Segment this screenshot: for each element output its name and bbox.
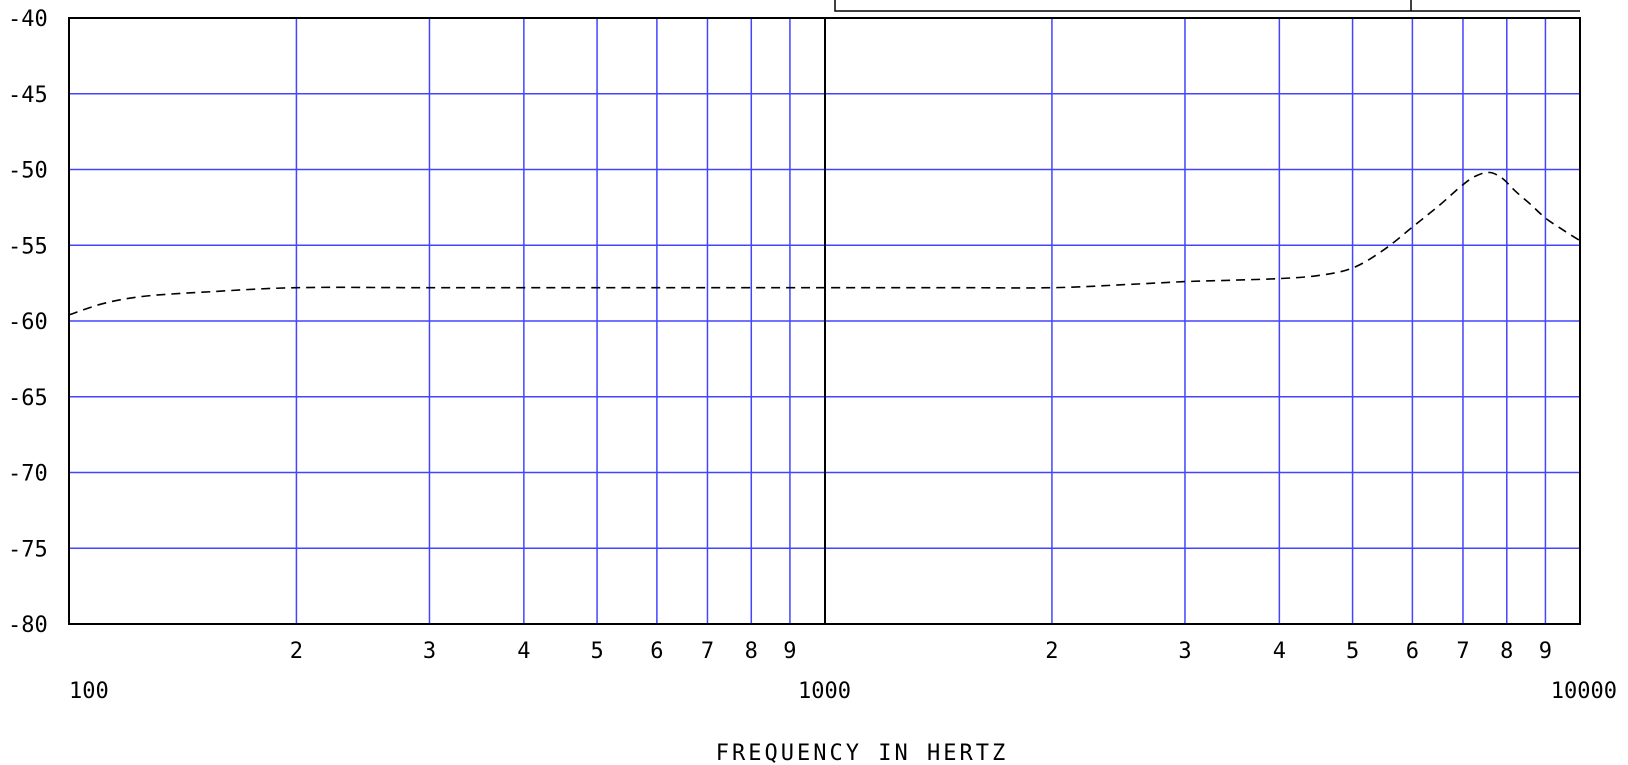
x-minor-tick-label: 4 bbox=[517, 639, 530, 664]
x-minor-tick-label: 5 bbox=[590, 639, 603, 664]
y-tick-label: -65 bbox=[8, 386, 48, 411]
x-minor-tick-label: 2 bbox=[1045, 639, 1058, 664]
title-block-frame bbox=[834, 0, 1580, 12]
x-minor-tick-label: 6 bbox=[1406, 639, 1419, 664]
data-point bbox=[1438, 205, 1440, 207]
x-minor-tick-label: 3 bbox=[423, 639, 436, 664]
y-tick-label: -80 bbox=[8, 613, 48, 638]
y-tick-label: -70 bbox=[8, 462, 48, 487]
x-minor-tick-label: 4 bbox=[1273, 639, 1286, 664]
x-minor-tick-label: 3 bbox=[1178, 639, 1191, 664]
y-axis-ticks: -40 -45 -50 -55 -60 -65 -70 -75 -80 bbox=[8, 7, 48, 638]
x-minor-tick-label: 8 bbox=[745, 639, 758, 664]
x-axis-label: FREQUENCY IN HERTZ bbox=[716, 741, 1008, 765]
x-decade-tick-label: 10000 bbox=[1551, 679, 1617, 704]
data-point bbox=[154, 294, 156, 296]
y-tick-label: -45 bbox=[8, 83, 48, 108]
x-minor-tick-label: 5 bbox=[1346, 639, 1359, 664]
x-minor-tick-label: 7 bbox=[1456, 639, 1469, 664]
y-tick-label: -55 bbox=[8, 234, 48, 259]
x-decade-tick-label: 1000 bbox=[798, 679, 851, 704]
x-minor-tick-label: 9 bbox=[783, 639, 796, 664]
y-tick-label: -75 bbox=[8, 537, 48, 562]
x-minor-tick-label: 7 bbox=[701, 639, 714, 664]
y-tick-label: -50 bbox=[8, 159, 48, 184]
x-minor-tick-label: 8 bbox=[1500, 639, 1513, 664]
x-minor-tick-label: 6 bbox=[650, 639, 663, 664]
x-minor-tick-label: 2 bbox=[290, 639, 303, 664]
series-layer bbox=[68, 171, 1581, 316]
x-decade-tick-label: 100 bbox=[69, 679, 109, 704]
series-line bbox=[68, 171, 1581, 316]
y-tick-label: -40 bbox=[8, 7, 48, 32]
y-tick-label: -60 bbox=[8, 310, 48, 335]
x-minor-tick-label: 9 bbox=[1539, 639, 1552, 664]
